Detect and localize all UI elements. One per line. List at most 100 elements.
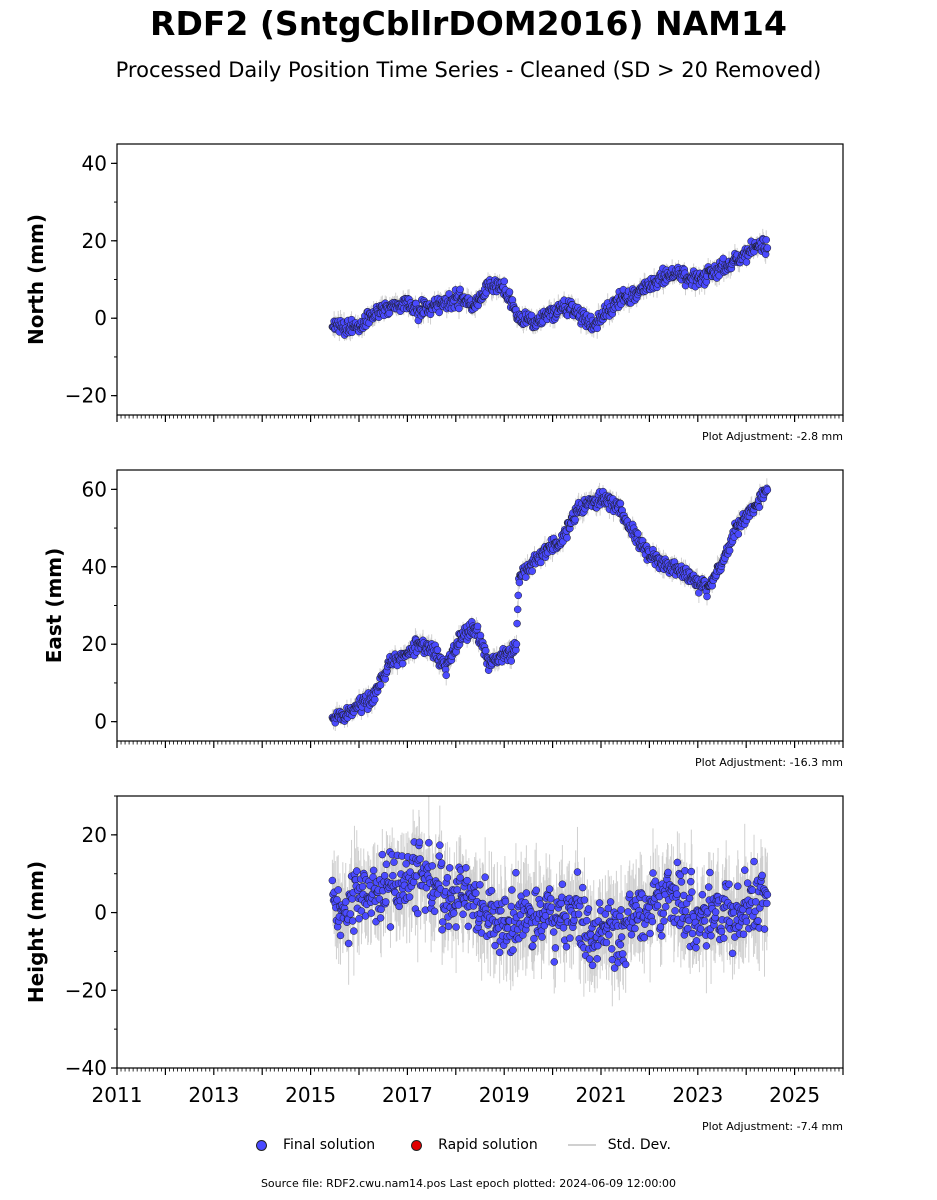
data-point <box>507 902 516 911</box>
data-point <box>459 910 467 918</box>
final-solution-points <box>328 235 772 339</box>
data-point <box>627 930 636 939</box>
data-point <box>742 917 751 926</box>
data-point <box>382 860 391 869</box>
data-point <box>728 949 737 958</box>
data-point <box>509 946 517 954</box>
data-point <box>367 909 376 917</box>
data-point <box>435 852 443 860</box>
data-point <box>566 934 574 942</box>
data-point <box>476 881 484 889</box>
data-point <box>763 899 771 908</box>
data-point <box>580 896 589 904</box>
data-point <box>473 622 482 631</box>
data-point <box>719 254 728 263</box>
data-point <box>594 941 602 950</box>
data-point <box>438 918 447 926</box>
data-point <box>688 929 697 938</box>
data-point <box>464 922 473 931</box>
data-point <box>750 857 758 866</box>
data-point <box>657 932 666 940</box>
data-point <box>717 927 726 936</box>
data-point <box>513 605 522 614</box>
data-point <box>659 909 668 918</box>
data-point <box>371 695 379 704</box>
data-point <box>438 926 446 934</box>
data-point <box>538 933 546 941</box>
data-point <box>450 909 458 917</box>
data-point <box>433 646 442 654</box>
data-point <box>456 873 464 882</box>
y-tick-label: 40 <box>82 151 107 175</box>
data-point <box>430 907 439 916</box>
data-point <box>355 914 363 923</box>
data-point <box>684 924 692 933</box>
data-point <box>495 948 504 957</box>
data-point <box>559 923 568 932</box>
data-point <box>625 890 634 899</box>
data-point <box>617 933 626 941</box>
data-point <box>754 917 762 925</box>
data-point <box>378 850 387 859</box>
data-point <box>593 324 601 333</box>
y-axis-label: East (mm) <box>42 548 66 664</box>
data-point <box>595 899 604 907</box>
data-point <box>588 961 597 970</box>
data-point <box>333 896 341 904</box>
final-solution-points <box>328 838 772 972</box>
data-point <box>646 929 654 938</box>
data-point <box>443 873 452 882</box>
data-point <box>696 925 705 933</box>
data-point <box>573 868 582 876</box>
data-point <box>500 277 509 286</box>
data-point <box>687 867 696 876</box>
data-point <box>454 901 463 909</box>
data-point <box>530 934 538 943</box>
data-point <box>346 910 355 918</box>
data-point <box>649 869 657 877</box>
y-tick-label: −20 <box>65 384 107 408</box>
data-point <box>634 529 642 538</box>
data-point <box>671 907 679 915</box>
data-point <box>743 879 752 887</box>
data-point <box>734 530 743 538</box>
data-point <box>515 578 524 587</box>
std-dev-lines <box>331 478 768 732</box>
data-point <box>386 923 395 931</box>
data-point <box>704 883 713 891</box>
data-point <box>358 882 367 891</box>
data-point <box>608 955 617 964</box>
data-point <box>692 944 700 952</box>
data-point <box>380 871 389 880</box>
panel-2: 0 20 40 60 East (mm) Plot Adjustment: -16.3 m… <box>42 469 844 769</box>
data-point <box>610 964 619 972</box>
data-point <box>334 886 342 894</box>
data-point <box>740 866 749 874</box>
data-point <box>350 927 358 935</box>
data-point <box>631 924 639 933</box>
data-point <box>497 906 505 915</box>
data-point <box>532 886 540 895</box>
data-point <box>547 903 556 912</box>
plot-adjustment-note: Plot Adjustment: -16.3 mm <box>695 756 843 769</box>
data-point <box>692 937 701 945</box>
data-point <box>574 910 583 918</box>
data-point <box>762 236 770 244</box>
plot-frame <box>116 469 844 742</box>
data-point <box>763 890 772 899</box>
data-point <box>522 889 531 897</box>
data-point <box>681 867 689 875</box>
data-point <box>444 922 453 931</box>
data-point <box>476 631 485 640</box>
data-point <box>398 659 407 668</box>
data-point <box>617 906 625 914</box>
data-point <box>547 894 555 903</box>
data-point <box>453 886 462 894</box>
data-point <box>481 646 490 655</box>
data-point <box>456 285 464 294</box>
y-tick-label: −40 <box>65 1056 107 1080</box>
y-tick-label: 20 <box>82 823 107 847</box>
data-point <box>545 885 554 893</box>
